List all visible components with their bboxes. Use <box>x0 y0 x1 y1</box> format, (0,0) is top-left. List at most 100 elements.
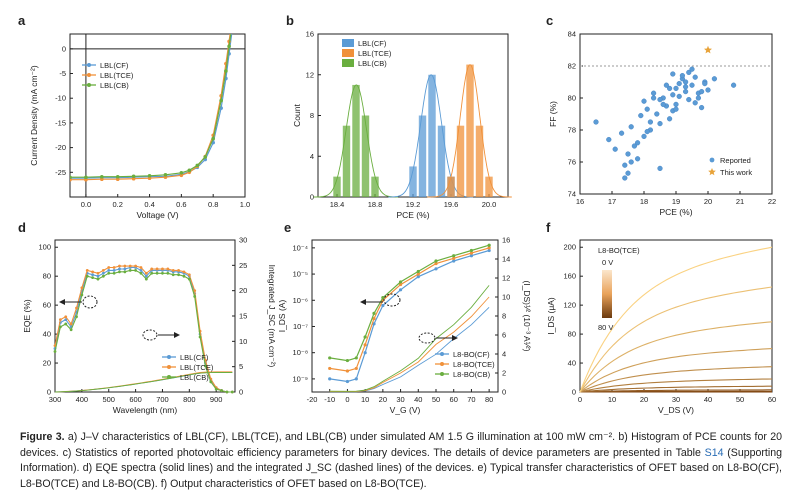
panel-c-legend-label: Reported <box>720 156 751 165</box>
jv-curve-lblcb <box>70 34 232 178</box>
eqe-point <box>118 267 121 271</box>
hist-bar-lbltce <box>475 125 484 197</box>
transfer-point <box>416 269 420 274</box>
eqe-point <box>209 380 213 384</box>
eqe-point <box>112 271 116 275</box>
reported-point <box>673 106 679 112</box>
transfer-point <box>328 366 332 371</box>
transfer-point <box>487 243 491 247</box>
hist-fit-lbltce <box>427 64 512 198</box>
jv-point <box>230 27 234 31</box>
output-curve-vg-30v <box>579 385 772 393</box>
panel-c-xlabel: PCE (%) <box>659 207 692 217</box>
reported-point <box>618 130 625 136</box>
eqe-point <box>107 271 111 275</box>
panel-a-y-tick-label: -15 <box>55 118 66 127</box>
panel-e-y2-tick-label: 0 <box>502 388 506 397</box>
jv-point <box>203 155 208 159</box>
panel-f-y-tick-label: 80 <box>568 330 576 339</box>
jv-point <box>219 98 223 103</box>
panel-b-ylabel: Count <box>292 104 302 127</box>
panel-e-legend-label: L8-BO(CB) <box>453 370 491 379</box>
eqe-point <box>177 273 180 277</box>
panel-e-arrowhead-left <box>360 299 366 305</box>
jv-point <box>229 27 233 31</box>
eqe-point <box>139 271 143 275</box>
jv-point <box>224 69 228 73</box>
eqe-point <box>134 264 137 268</box>
integrated-jsc-lblcb <box>54 372 233 393</box>
panel-d-y-tick-label: 0 <box>47 388 51 397</box>
eqe-point <box>220 389 223 392</box>
jv-point <box>195 163 200 168</box>
table-ref-link[interactable]: S14 <box>704 446 724 459</box>
panel-a-legend-label: LBL(CB) <box>100 81 129 90</box>
hist-bar-lbltce <box>466 64 474 197</box>
panel-a-ylabel: Current Density (mA cm⁻²) <box>29 65 39 166</box>
figure-caption: Figure 3. a) J–V characteristics of LBL(… <box>20 430 782 492</box>
panel-e-x-tick-label: 10 <box>361 395 369 404</box>
transfer-point <box>398 280 403 284</box>
reported-point <box>705 87 711 93</box>
transfer-point <box>354 377 358 381</box>
transfer-point <box>416 275 420 279</box>
panel-d-x-tick-label: 500 <box>102 395 115 404</box>
output-curve-vg-75v <box>579 286 773 393</box>
panel-e-x-tick-label: -20 <box>307 395 318 404</box>
jv-point <box>147 173 152 178</box>
eqe-point <box>193 289 197 293</box>
transfer-point <box>345 358 350 363</box>
reported-point <box>634 156 641 162</box>
output-curve-vg-80v <box>579 246 773 393</box>
eqe-point <box>144 277 148 281</box>
transfer-point <box>416 272 420 276</box>
reported-point <box>679 72 686 79</box>
panel-e-y2-tick-label: 16 <box>502 236 510 245</box>
eqe-point <box>69 328 73 332</box>
panel-e-legend-label: L8-BO(CF) <box>453 350 490 359</box>
eqe-point <box>58 325 62 329</box>
reported-point <box>657 120 663 127</box>
panel-e-x-tick-label: 30 <box>396 395 404 404</box>
panel-e-y2-tick-label: 2 <box>502 369 506 378</box>
transfer-point <box>452 254 456 258</box>
panel-b-y-tick-label: 8 <box>310 111 314 120</box>
jv-point <box>163 175 168 180</box>
eqe-point <box>80 286 84 290</box>
transfer-point <box>381 303 385 308</box>
panel-e-y-tick-label: 10⁻⁸ <box>293 348 308 357</box>
panel-f-y-tick-label: 160 <box>563 272 576 281</box>
panel-b-x-tick-label: 20.0 <box>482 200 497 209</box>
jv-point <box>100 177 104 182</box>
panel-e-legend-label: L8-BO(TCE) <box>453 360 495 369</box>
eqe-point <box>193 295 197 298</box>
panel-c-x-tick-label: 16 <box>576 197 584 206</box>
transfer-point <box>363 335 367 339</box>
transfer-point <box>372 322 376 326</box>
panel-f-x-tick-label: 50 <box>736 395 744 404</box>
eqe-point <box>123 267 127 271</box>
panel-e-y-tick-label: 10⁻⁷ <box>293 322 308 331</box>
panel-e-x-tick-label: 20 <box>379 395 387 404</box>
panel-f-x-tick-label: 30 <box>672 395 680 404</box>
panel-b-y-tick-label: 12 <box>306 70 314 79</box>
reported-point <box>625 151 631 157</box>
reported-point <box>593 119 599 125</box>
jv-point <box>84 177 88 182</box>
panel-c-x-tick-label: 22 <box>768 197 776 206</box>
reported-point <box>644 129 650 135</box>
output-curve-vg-40v <box>579 378 773 393</box>
jv-point <box>147 176 152 181</box>
reported-point <box>689 82 695 88</box>
transfer-point <box>354 366 358 371</box>
eqe-point <box>155 267 159 271</box>
panel-a-y-tick-label: -5 <box>59 69 66 78</box>
eqe-point <box>225 390 229 394</box>
panel-b-legend-label: LBL(CB) <box>358 59 387 68</box>
panel-d-legend-label: LBL(CB) <box>180 373 209 382</box>
transfer-point <box>434 259 438 263</box>
panel-d-y2-tick-label: 15 <box>239 312 247 321</box>
eqe-point <box>171 273 175 277</box>
transfer-point <box>452 256 456 260</box>
reported-point <box>692 100 698 106</box>
